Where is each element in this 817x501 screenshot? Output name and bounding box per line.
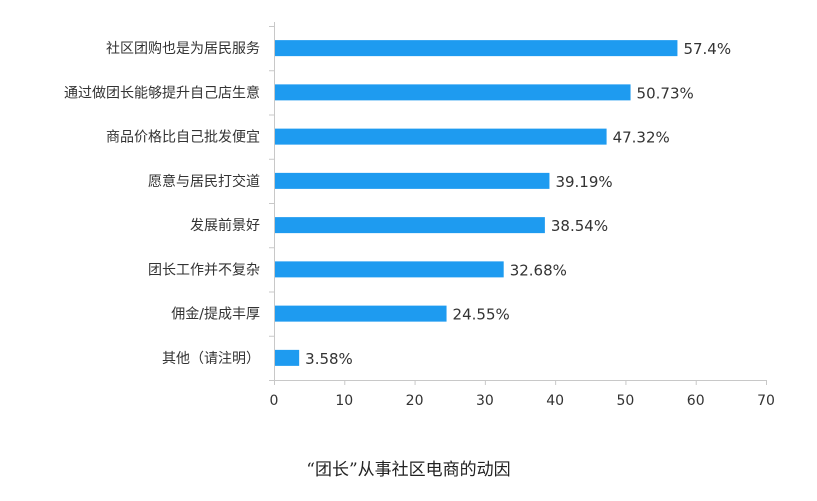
bar: [275, 217, 545, 234]
category-label: 团长工作并不复杂: [148, 261, 260, 278]
category-label: 发展前景好: [190, 217, 260, 234]
category-label: 商品价格比自己批发便宜: [106, 130, 260, 146]
bar: [275, 128, 607, 145]
value-label: 32.68%: [510, 261, 567, 279]
bar: [275, 172, 550, 189]
value-label: 39.19%: [555, 173, 612, 191]
category-label: 通过做团长能够提升自己店生意: [64, 84, 260, 101]
value-label: 38.54%: [551, 217, 608, 235]
bars: [275, 40, 678, 366]
x-tick-label: 20: [406, 393, 424, 409]
category-label: 社区团购也是为居民服务: [106, 41, 260, 57]
x-tick-label: 10: [335, 393, 353, 409]
x-tick-label: 30: [476, 393, 494, 409]
x-tick-label: 0: [270, 393, 279, 409]
category-label: 其他（请注明）: [162, 351, 260, 367]
category-label: 愿意与居民打交道: [148, 173, 260, 190]
value-label: 24.55%: [453, 306, 510, 324]
bar: [275, 84, 631, 101]
category-label: 佣金/提成丰厚: [171, 307, 260, 323]
bar: [275, 40, 678, 57]
value-label: 3.58%: [305, 350, 353, 368]
labels: 0 10 20 30 40 50 60 70 社区团购也是为居民服务 57.4% 通过做团长能够提升…: [64, 40, 775, 409]
value-label: 50.73%: [637, 84, 694, 102]
x-tick-label: 40: [546, 393, 564, 409]
value-label: 57.4%: [683, 40, 731, 58]
value-label: 47.32%: [613, 129, 670, 147]
x-tick-label: 70: [757, 393, 775, 409]
x-tick-label: 60: [687, 393, 705, 409]
chart-caption: “团长”从事社区电商的动因: [306, 460, 511, 480]
bar: [275, 305, 447, 322]
x-tick-label: 50: [617, 393, 635, 409]
bar: [275, 349, 300, 366]
axes: [269, 22, 767, 385]
bar: [275, 261, 504, 278]
